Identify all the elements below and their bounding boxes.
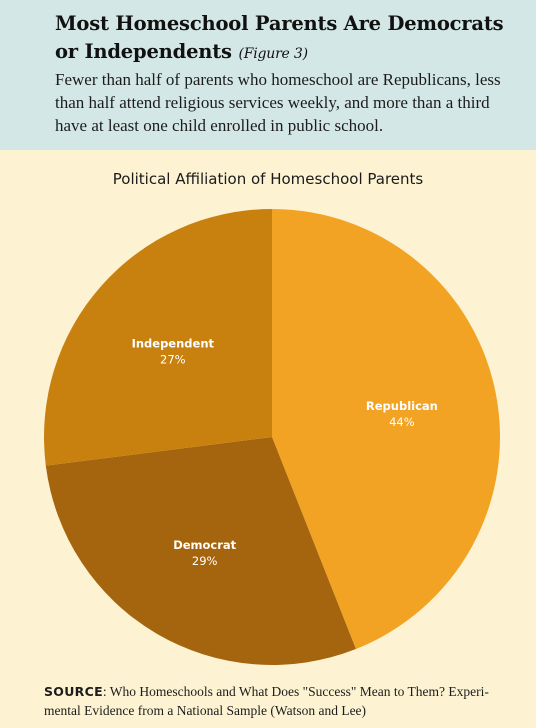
figure-subtitle: Fewer than half of parents who homeschoo… [55, 70, 501, 135]
pie-slice-independent [43, 209, 272, 466]
source-label: SOURCE [44, 684, 103, 699]
source-text: : Who Homeschools and What Does "Success… [44, 684, 489, 718]
source-note: SOURCE: Who Homeschools and What Does "S… [44, 682, 514, 720]
title-text: Most Homeschool Parents Are Democrats or… [55, 12, 504, 63]
slice-value-republican: 44% [389, 415, 415, 429]
pie-slice-republican [272, 209, 501, 649]
pie-slice-democrat [45, 437, 356, 665]
slice-value-democrat: 29% [192, 554, 218, 568]
figure-tag: (Figure 3) [238, 46, 308, 62]
pie-chart: Republican 44% Democrat 29% Independent 27% [43, 209, 501, 665]
figure-title: Most Homeschool Parents Are Democrats or… [55, 10, 525, 68]
header-banner: Most Homeschool Parents Are Democrats or… [0, 0, 536, 150]
slice-label-democrat: Democrat [173, 538, 236, 552]
slice-label-independent: Independent [132, 337, 215, 351]
slice-value-independent: 27% [160, 353, 186, 367]
chart-title: Political Affiliation of Homeschool Pare… [112, 170, 424, 188]
chart-area: Political Affiliation of Homeschool Pare… [0, 150, 536, 728]
slice-label-republican: Republican [366, 399, 438, 413]
